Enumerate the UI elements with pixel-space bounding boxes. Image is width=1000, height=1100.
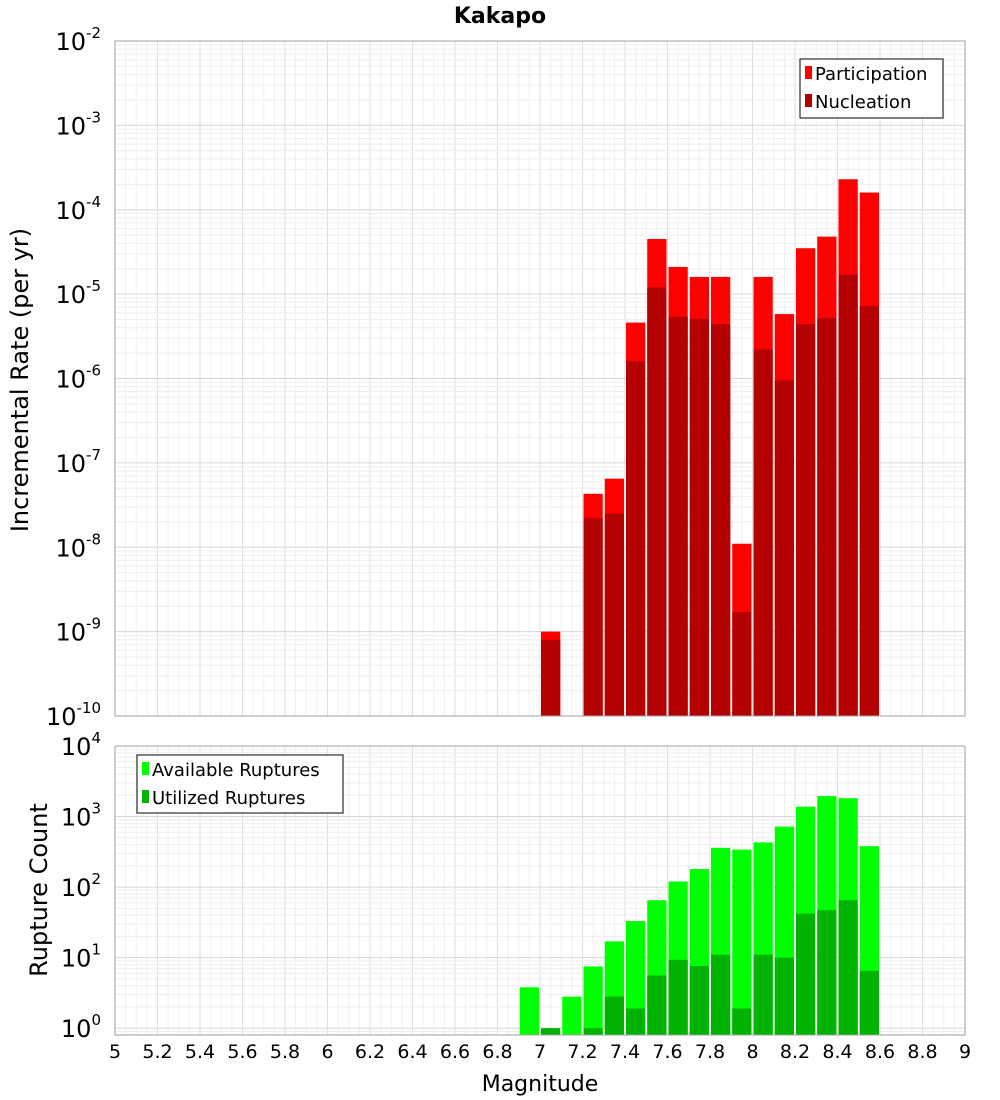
x-tick-label: 5.8 [270,1041,300,1063]
x-tick-label: 6.8 [482,1041,512,1063]
bar [817,318,837,716]
grid [114,40,966,717]
legend-label: Available Ruptures [152,760,320,781]
bar [753,349,773,716]
y-tick-label: 10-5 [55,277,101,309]
legend-label: Nucleation [815,92,911,113]
bar [541,639,561,716]
y-tick-label: 10-2 [55,24,101,56]
series-nucleation [541,274,879,716]
bottom-panel: 100 101 102 103 104 5 5.2 5.4 5.6 5.8 6 6.2 6.4 6.6 6.… [61,729,971,1063]
y-tick-label: 10-3 [55,108,101,140]
bar [604,513,624,716]
bar [711,954,731,1035]
x-tick-label: 5.4 [185,1041,215,1063]
bar [647,287,667,716]
legend-swatch [142,790,149,803]
x-tick-label: 8.8 [907,1041,937,1063]
y-tick-label: 101 [61,941,101,973]
x-tick-label: 6.2 [355,1041,385,1063]
legend: Available Ruptures Utilized Ruptures [136,754,344,814]
bottom-y-axis-label: Rupture Count [25,803,53,977]
x-tick-label: 5.6 [227,1041,257,1063]
bar [626,921,646,1035]
plot-frame [114,745,966,1036]
x-tick-label: 8.6 [865,1041,895,1063]
bar [774,957,794,1035]
y-tick-label: 10-9 [55,615,101,647]
series-available-ruptures [519,796,879,1035]
legend: Participation Nucleation [799,58,944,119]
bar [626,1008,646,1035]
bar [859,306,879,716]
bar [732,1008,752,1035]
bar [796,324,816,716]
bar [689,966,709,1035]
x-tick-label: 7.8 [695,1041,725,1063]
series-utilized-ruptures [541,900,879,1035]
legend-swatch [805,94,812,107]
bar [583,966,603,1035]
bar [668,959,688,1035]
bar [604,996,624,1035]
chart-title: Kakapo [454,4,546,29]
x-tick-label: 6.6 [440,1041,470,1063]
bar [838,900,858,1035]
x-axis-label: Magnitude [482,1072,599,1097]
x-tick-label: 8 [746,1041,758,1063]
bar [668,316,688,716]
bar [774,380,794,716]
x-tick-label: 6.4 [397,1041,427,1063]
y-tick-label: 10-4 [55,193,101,225]
bar [711,324,731,716]
bar [689,318,709,716]
x-tick-label: 5 [109,1041,121,1063]
bar [732,612,752,716]
y-tick-label: 10-10 [46,699,101,731]
bar [647,975,667,1035]
bar [859,970,879,1035]
x-tick-label: 8.4 [822,1041,852,1063]
legend-swatch [805,66,812,79]
bar [817,910,837,1035]
y-tick-label: 10-8 [55,530,101,562]
top-y-axis-label: Incremental Rate (per yr) [6,228,34,532]
bar [626,361,646,716]
y-tick-label: 100 [61,1011,101,1043]
y-tick-label: 10-7 [55,446,101,478]
bar [838,274,858,716]
legend-label: Utilized Ruptures [152,788,305,809]
y-tick-label: 10-6 [55,362,101,394]
bar [732,849,752,1035]
x-tick-label: 7 [534,1041,546,1063]
y-tick-label: 103 [61,800,101,832]
bar [562,996,582,1035]
x-tick-label: 8.2 [780,1041,810,1063]
legend-box [136,754,344,814]
x-tick-label: 7.2 [567,1041,597,1063]
bar [583,1028,603,1035]
y-tick-label: 104 [61,729,101,761]
x-tick-label: 9 [959,1041,971,1063]
bar [519,987,539,1035]
x-tick-label: 5.2 [142,1041,172,1063]
plot-frame [114,40,966,717]
x-tick-label: 7.4 [610,1041,640,1063]
y-tick-label: 102 [61,870,101,902]
bar [583,518,603,716]
legend-box [799,58,944,119]
legend-label: Participation [815,64,927,85]
bar [753,954,773,1035]
bar [796,913,816,1035]
top-panel: 10-10 10-9 10-8 10-7 10-6 10-5 10-4 10-3 10-2 Par… [46,24,966,731]
legend-swatch [142,762,149,775]
bar [541,1028,561,1035]
x-tick-label: 6 [321,1041,333,1063]
x-tick-label: 7.6 [652,1041,682,1063]
